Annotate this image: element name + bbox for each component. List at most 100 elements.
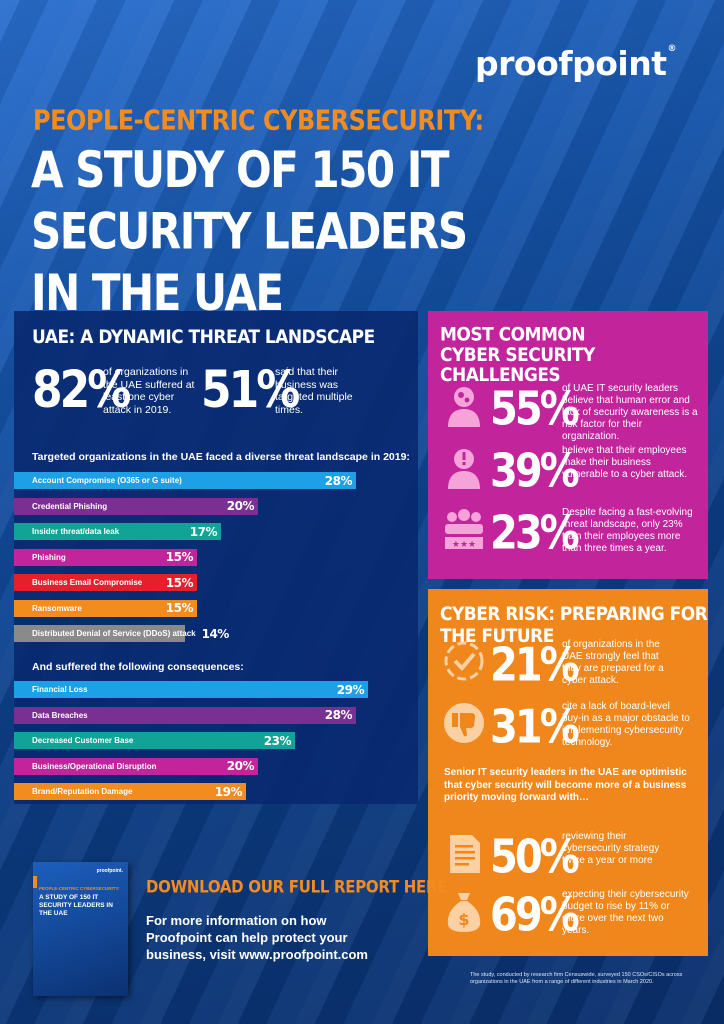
future-row-69: $ 69% expecting their cybersecurity budg… <box>442 889 690 942</box>
challenge-39-text: believe that their employees make their … <box>562 445 688 480</box>
consequence-bar-fill: Business/Operational Disruption 20% <box>14 757 258 775</box>
threat-bar-value: 28% <box>324 473 353 488</box>
threat-bar-value: 15% <box>165 550 194 564</box>
consequence-bar-value: 20% <box>226 759 255 773</box>
stat-51-text: said that their business was targeted mu… <box>275 366 353 416</box>
threat-bar-fill: Insider threat/data leak 17% <box>14 523 221 540</box>
threat-bar: Account Compromise (O365 or G suite) 28% <box>14 472 356 489</box>
consequence-bar-label: Brand/Reputation Damage <box>32 787 133 796</box>
consequence-bar-fill: Decreased Customer Base 23% <box>14 732 295 749</box>
cta-text: For more information on how Proofpoint c… <box>146 913 368 962</box>
challenge-23-value: 23% <box>490 507 580 560</box>
stat-82-value: 82% <box>32 361 131 420</box>
consequence-bar-fill: Data Breaches 28% <box>14 706 356 724</box>
consequence-bar-fill: Financial Loss 29% <box>14 681 368 698</box>
team-rating-icon: ★★★ <box>445 509 483 550</box>
challenge-39-value: 39% <box>490 445 580 498</box>
study-footnote: The study, conducted by research firm Ce… <box>470 972 683 985</box>
consequence-bar: Data Breaches 28% <box>14 706 356 724</box>
challenge-row-23: ★★★ 23% Despite facing a fast-evolving t… <box>442 507 702 560</box>
threat-bar-label: Ransomware <box>32 603 82 613</box>
threat-bar: Ransomware 15% <box>14 599 197 617</box>
challenge-row-39: 39% believe that their employees make th… <box>442 445 692 498</box>
threat-bar-label: Account Compromise (O365 or G suite) <box>32 476 182 485</box>
threat-section-heading: UAE: A DYNAMIC THREAT LANDSCAPE <box>32 326 375 349</box>
consequence-bar-value: 19% <box>214 784 243 799</box>
threat-bar-fill: Phishing 15% <box>14 548 197 566</box>
threat-bar: Phishing 15% <box>14 548 197 566</box>
threat-bar-value: 20% <box>226 499 255 513</box>
svg-text:$: $ <box>458 910 469 929</box>
future-panel: CYBER RISK: PREPARING FOR THE FUTURE 21%… <box>428 589 708 956</box>
challenge-55-text: of UAE IT security leaders believe that … <box>562 383 698 442</box>
report-cover-thumbnail[interactable]: proofpoint. PEOPLE-CENTRIC CYBERSECURITY… <box>33 862 128 996</box>
challenge-23-text: Despite facing a fast-evolving threat la… <box>562 507 693 554</box>
future-50-text: reviewing their cybersecurity strategy t… <box>562 831 660 866</box>
challenge-55-value: 55% <box>490 383 580 436</box>
proofpoint-logo[interactable]: proofpoint® <box>475 44 676 83</box>
threat-bar: Distributed Denial of Service (DDoS) att… <box>14 625 229 642</box>
optimism-text: Senior IT security leaders in the UAE ar… <box>444 767 687 803</box>
consequences-heading: And suffered the following consequences: <box>32 661 244 673</box>
consequence-bar: Business/Operational Disruption 20% <box>14 757 258 775</box>
threat-bar-value: 17% <box>189 524 218 539</box>
download-report-link[interactable]: DOWNLOAD OUR FULL REPORT HERE <box>146 877 448 898</box>
threat-bar-label: Distributed Denial of Service (DDoS) att… <box>32 629 196 638</box>
consequence-bar-label: Financial Loss <box>32 685 88 694</box>
threat-bar-value: 15% <box>165 601 194 615</box>
future-row-21: 21% of organizations in the UAE strongly… <box>442 639 672 692</box>
future-31-value: 31% <box>490 701 580 754</box>
consequence-bar-label: Decreased Customer Base <box>32 736 134 745</box>
threats-heading: Targeted organizations in the UAE faced … <box>32 451 410 463</box>
threat-bar-fill: Account Compromise (O365 or G suite) 28% <box>14 472 356 489</box>
threat-bar-fill: Credential Phishing 20% <box>14 497 258 515</box>
stat-51-value: 51% <box>201 361 300 420</box>
threat-bar: Credential Phishing 20% <box>14 497 258 515</box>
future-69-value: 69% <box>490 889 580 942</box>
threat-landscape-panel: UAE: A DYNAMIC THREAT LANDSCAPE 82% of o… <box>14 311 418 804</box>
future-31-text: cite a lack of board-level buy-in as a m… <box>562 701 690 748</box>
person-gears-icon <box>448 387 480 427</box>
svg-text:★★★: ★★★ <box>452 540 476 550</box>
future-69-text: expecting their cybersecurity budget to … <box>562 889 689 936</box>
threat-bar: Business Email Compromise 15% <box>14 574 197 591</box>
consequence-bar-fill: Brand/Reputation Damage 19% <box>14 783 246 800</box>
consequence-bar: Decreased Customer Base 23% <box>14 732 295 749</box>
document-icon <box>450 835 480 873</box>
threat-bar-label: Phishing <box>32 552 66 562</box>
thumbs-down-icon <box>444 703 484 743</box>
consequence-bar-label: Business/Operational Disruption <box>32 761 157 771</box>
future-row-31: 31% cite a lack of board-level buy-in as… <box>442 701 690 754</box>
consequence-bar-label: Data Breaches <box>32 710 88 720</box>
future-21-value: 21% <box>490 639 580 692</box>
threat-bar-fill: Ransomware 15% <box>14 599 197 617</box>
consequence-bar-value: 29% <box>336 682 365 697</box>
person-alert-icon <box>448 449 480 489</box>
page-title: A STUDY OF 150 IT SECURITY LEADERS IN TH… <box>31 141 468 322</box>
challenges-heading: MOST COMMON CYBER SECURITY CHALLENGES <box>440 323 595 387</box>
consequence-bar: Brand/Reputation Damage 19% <box>14 783 246 800</box>
future-50-value: 50% <box>490 831 580 884</box>
threat-bar-label: Business Email Compromise <box>32 578 143 587</box>
threat-bar-value: 15% <box>165 575 194 590</box>
future-heading: CYBER RISK: PREPARING FOR THE FUTURE <box>440 603 708 648</box>
threat-bar: Insider threat/data leak 17% <box>14 523 221 540</box>
cover-kicker: PEOPLE-CENTRIC CYBERSECURITY: <box>39 886 120 891</box>
future-21-text: of organizations in the UAE strongly fee… <box>562 639 664 686</box>
report-kicker: PEOPLE-CENTRIC CYBERSECURITY: <box>33 104 484 137</box>
threat-bar-label: Credential Phishing <box>32 501 108 511</box>
threat-bar-fill: Business Email Compromise 15% <box>14 574 197 591</box>
cover-title: A STUDY OF 150 IT SECURITY LEADERS IN TH… <box>39 894 113 917</box>
stat-82-text: of organizations in the UAE suffered at … <box>103 366 195 416</box>
check-circle-icon <box>444 641 484 681</box>
consequence-bar-value: 23% <box>263 733 292 748</box>
consequence-bar-value: 28% <box>324 708 353 722</box>
cover-tab <box>33 876 37 888</box>
cover-logo: proofpoint. <box>96 868 123 874</box>
threat-bar-fill: Distributed Denial of Service (DDoS) att… <box>14 625 229 642</box>
threat-bar-value: 14% <box>201 626 230 641</box>
threat-bar-label: Insider threat/data leak <box>32 527 120 536</box>
money-bag-icon: $ <box>447 893 481 932</box>
consequence-bar: Financial Loss 29% <box>14 681 368 698</box>
challenges-panel: MOST COMMON CYBER SECURITY CHALLENGES 55… <box>428 311 708 579</box>
